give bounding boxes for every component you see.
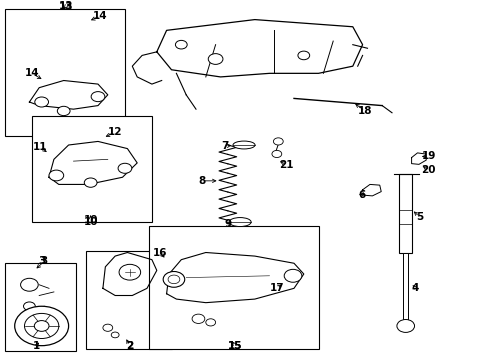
Text: 14: 14 (93, 11, 108, 21)
Text: 15: 15 (228, 341, 243, 351)
Ellipse shape (233, 141, 255, 149)
Text: 7: 7 (221, 141, 229, 151)
Circle shape (49, 170, 64, 181)
Bar (32, 116, 152, 222)
Text: 18: 18 (358, 106, 372, 116)
Text: 12: 12 (108, 127, 122, 138)
Circle shape (24, 302, 35, 311)
Text: 21: 21 (279, 160, 294, 170)
Text: 19: 19 (421, 152, 436, 162)
Circle shape (192, 314, 205, 323)
Circle shape (84, 178, 97, 187)
Bar (5, 263, 76, 351)
Circle shape (163, 271, 185, 287)
Text: 4: 4 (412, 283, 419, 293)
Circle shape (208, 54, 223, 64)
Text: 8: 8 (198, 176, 205, 186)
Text: 13: 13 (59, 2, 74, 12)
Circle shape (111, 332, 119, 338)
Circle shape (35, 97, 49, 107)
Bar (86, 251, 172, 349)
Text: 17: 17 (270, 283, 284, 293)
Circle shape (34, 321, 49, 331)
Text: 9: 9 (224, 219, 231, 229)
Text: 10: 10 (83, 217, 98, 227)
Ellipse shape (229, 217, 251, 226)
Text: 6: 6 (358, 190, 365, 200)
Text: 3: 3 (38, 256, 45, 266)
Circle shape (397, 320, 415, 332)
Text: 1: 1 (33, 341, 40, 351)
Circle shape (168, 275, 180, 284)
Circle shape (15, 306, 69, 346)
Text: 2: 2 (126, 341, 133, 351)
Bar (5, 9, 125, 136)
Circle shape (175, 40, 187, 49)
Text: 13: 13 (59, 1, 74, 11)
Text: 16: 16 (152, 248, 167, 257)
Text: 15: 15 (228, 341, 243, 351)
Circle shape (24, 314, 59, 338)
Circle shape (103, 324, 113, 331)
Circle shape (118, 163, 132, 173)
Bar (403, 252, 408, 324)
Circle shape (273, 138, 283, 145)
Text: 2: 2 (126, 341, 133, 351)
Circle shape (272, 150, 282, 158)
Circle shape (57, 106, 70, 116)
Bar (399, 174, 412, 252)
Circle shape (119, 264, 141, 280)
Circle shape (206, 319, 216, 326)
Circle shape (298, 51, 310, 60)
Bar (149, 226, 318, 349)
Text: 11: 11 (33, 142, 48, 152)
Circle shape (21, 278, 38, 291)
Circle shape (284, 269, 302, 282)
Text: 5: 5 (416, 212, 423, 222)
Text: 14: 14 (24, 68, 39, 78)
Text: 3: 3 (41, 256, 48, 266)
Circle shape (91, 91, 105, 102)
Text: 10: 10 (83, 215, 98, 225)
Text: 20: 20 (421, 165, 436, 175)
